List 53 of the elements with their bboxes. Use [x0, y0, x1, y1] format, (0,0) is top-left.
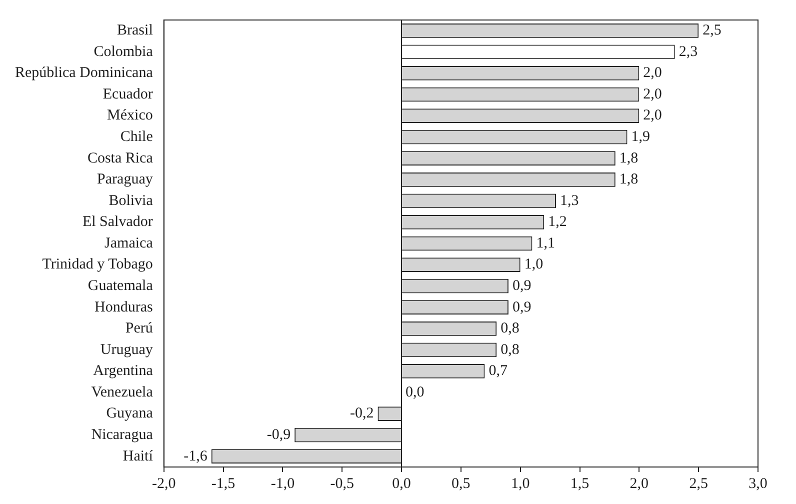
x-tick-label: -1,0	[270, 476, 295, 492]
data-label: 1,8	[619, 150, 638, 166]
data-label: 2,5	[702, 22, 722, 39]
y-tick-label: Argentina	[93, 363, 154, 380]
data-label: 2,0	[643, 86, 662, 102]
x-tick-label: -0,5	[330, 476, 354, 492]
data-label: 1,1	[536, 235, 555, 252]
y-tick-label: Jamaica	[104, 235, 154, 252]
y-tick-label: Guatemala	[88, 278, 154, 294]
y-tick-label: Uruguay	[100, 342, 154, 358]
y-tick-label: Honduras	[94, 299, 154, 316]
y-tick-label: Perú	[125, 320, 154, 337]
y-tick-label: Brasil	[117, 22, 153, 39]
data-label: 0,8	[500, 342, 520, 358]
data-label: 1,0	[524, 256, 544, 273]
y-tick-label: Guyana	[106, 406, 154, 422]
x-tick-label: 1,5	[570, 476, 590, 492]
y-tick-label: Venezuela	[91, 384, 154, 400]
data-label: 1,2	[548, 214, 567, 230]
x-tick-label: 0,5	[452, 476, 470, 492]
data-label: 2,0	[643, 65, 662, 82]
data-label: 0,9	[512, 299, 532, 316]
x-tick-label: 3,0	[748, 476, 768, 492]
y-tick-label: Ecuador	[102, 86, 153, 102]
data-label: 0,9	[512, 278, 532, 294]
data-label: 0,8	[500, 320, 520, 337]
y-tick-label: Nicaragua	[91, 427, 154, 444]
data-label: 0,0	[406, 384, 424, 400]
data-label: 2,3	[678, 44, 698, 60]
data-label: 1,3	[560, 192, 579, 209]
data-label: -0,9	[266, 427, 291, 444]
x-tick-label: -2,0	[152, 476, 176, 492]
y-tick-label: Bolivia	[108, 192, 154, 209]
data-label: -1,6	[184, 448, 208, 464]
y-tick-label: Paraguay	[97, 172, 154, 188]
data-label: -0,2	[350, 406, 374, 422]
x-tick-label: 2,5	[689, 476, 708, 492]
data-label: 2,0	[643, 108, 662, 124]
y-tick-label: Costa Rica	[87, 150, 154, 166]
y-tick-label: Chile	[120, 129, 154, 146]
y-tick-label: Colombia	[94, 44, 154, 60]
x-tick-label: -1,5	[211, 476, 236, 492]
y-tick-label: Trinidad y Tobago	[42, 256, 153, 273]
x-tick-label: 2,0	[630, 476, 649, 492]
data-label: 1,8	[619, 172, 638, 188]
x-tick-label: 0,0	[392, 476, 411, 492]
data-label: 0,7	[488, 363, 508, 380]
y-tick-label: El Salvador	[82, 214, 153, 230]
y-tick-label: Haití	[122, 448, 154, 464]
y-tick-label: República Dominicana	[14, 65, 154, 82]
x-tick-label: 1,0	[510, 476, 530, 492]
data-label: 1,9	[631, 129, 650, 146]
y-tick-label: México	[107, 108, 153, 124]
